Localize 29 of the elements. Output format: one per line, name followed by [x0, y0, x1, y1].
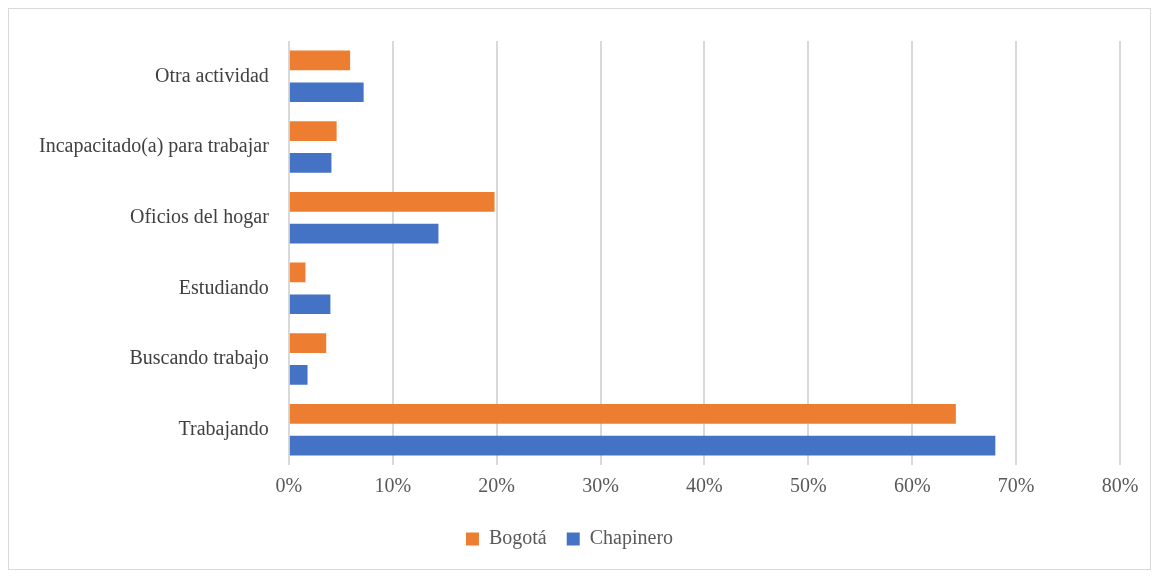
bar: [289, 82, 364, 103]
x-tick-label: 80%: [1101, 474, 1139, 497]
bar: [289, 403, 956, 424]
x-tick-label: 50%: [789, 474, 827, 497]
x-tick-label: 30%: [582, 474, 619, 497]
bar: [289, 294, 331, 315]
y-tick-label: Otra actividad: [154, 63, 269, 86]
legend-label: Bogotá: [488, 526, 547, 550]
bar: [289, 262, 306, 283]
legend-label: Chapinero: [589, 526, 674, 550]
bar: [289, 121, 337, 141]
bar: [289, 435, 996, 456]
y-tick-label: Estudiando: [178, 275, 269, 298]
bar: [289, 153, 332, 173]
x-tick-label: 20%: [478, 474, 515, 497]
bar: [289, 223, 439, 244]
x-tick-label: 40%: [686, 474, 723, 497]
x-tick-label: 60%: [893, 474, 931, 497]
x-tick-label: 0%: [275, 474, 303, 497]
bar: [289, 333, 327, 353]
y-tick-label: Buscando trabajo: [129, 346, 269, 370]
y-tick-label: Incapacitado(a) para trabajar: [38, 134, 270, 158]
x-tick-label: 10%: [374, 474, 412, 497]
bar: [289, 50, 351, 71]
x-tick-label: 70%: [997, 474, 1035, 497]
y-tick-label: Oficios del hogar: [129, 204, 270, 228]
bar: [289, 191, 495, 212]
y-tick-label: Trabajando: [178, 416, 269, 440]
bar: [289, 365, 308, 385]
